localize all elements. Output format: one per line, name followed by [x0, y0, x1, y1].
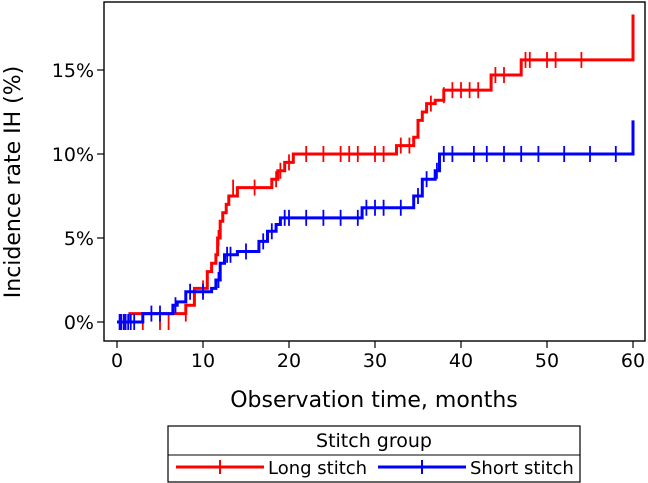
legend-entry-long-stitch: Long stitch [176, 458, 367, 479]
legend-entry-short-stitch: Short stitch [378, 458, 574, 479]
legend: Stitch group Long stitch Short stitch [167, 425, 581, 483]
axes: 0 10 20 30 40 50 60 0% 5% 10% 15% [52, 1, 646, 372]
legend-box [167, 425, 581, 483]
x-axis-label: Observation time, months [230, 388, 518, 413]
x-tick-label: 10 [191, 350, 215, 372]
plot-frame [103, 1, 646, 342]
x-tick-label: 30 [363, 350, 387, 372]
x-tick-label: 20 [277, 350, 301, 372]
y-tick-label: 5% [64, 228, 94, 250]
y-tick-label: 0% [64, 312, 94, 334]
x-tick-label: 0 [111, 350, 123, 372]
legend-title: Stitch group [316, 430, 432, 452]
x-tick-label: 60 [621, 350, 645, 372]
step-line-short-stitch [117, 120, 635, 324]
y-axis-label: Incidence rate IH (%) [1, 66, 26, 298]
y-tick-label: 10% [52, 144, 94, 166]
series-layer [117, 14, 635, 330]
x-tick-label: 50 [535, 350, 559, 372]
step-line-long-stitch [117, 14, 635, 324]
series-long-stitch [117, 14, 635, 330]
legend-label-long-stitch: Long stitch [268, 458, 367, 479]
legend-label-short-stitch: Short stitch [470, 458, 574, 479]
x-tick-label: 40 [449, 350, 473, 372]
series-short-stitch [117, 120, 635, 330]
y-tick-label: 15% [52, 60, 94, 82]
